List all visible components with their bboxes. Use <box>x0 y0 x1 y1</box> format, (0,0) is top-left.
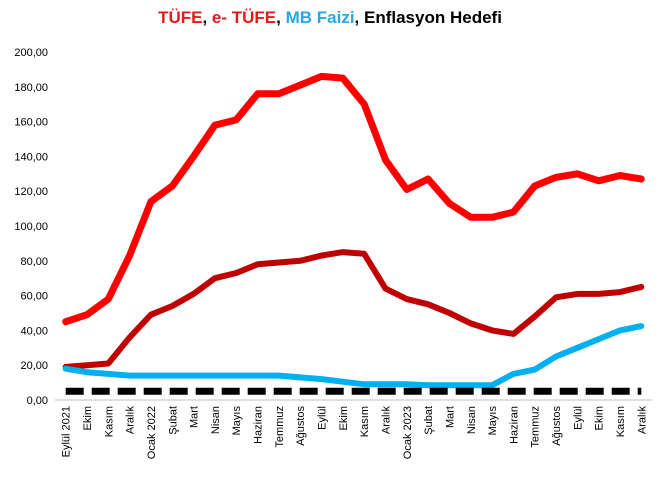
y-tick-label: 200,00 <box>14 47 48 59</box>
x-tick-label: Aralık <box>125 406 137 435</box>
title-part-5: , Enflasyon Hedefi <box>354 8 502 27</box>
x-tick-label: Haziran <box>253 406 265 444</box>
series-line-1 <box>62 249 645 370</box>
x-tick-label: Aralık <box>636 406 648 435</box>
x-tick-label: Kasım <box>103 406 115 437</box>
x-tick-label: Eylül <box>317 406 329 430</box>
x-tick-label: Eylül <box>572 406 584 430</box>
y-tick-label: 120,00 <box>14 186 48 198</box>
x-tick-label: Mayıs <box>231 406 243 436</box>
series-line-2 <box>62 323 645 389</box>
y-tick-label: 20,00 <box>20 360 48 372</box>
y-tick-label: 100,00 <box>14 221 48 233</box>
x-tick-label: Temmuz <box>530 406 542 448</box>
x-tick-label: Ekim <box>594 406 606 430</box>
x-tick-label: Aralık <box>380 406 392 435</box>
y-tick-label: 80,00 <box>20 256 48 268</box>
x-tick-label: Haziran <box>508 406 520 444</box>
title-part-1: , <box>202 8 212 27</box>
x-tick-label: Şubat <box>423 406 435 435</box>
title-part-2: e- TÜFE <box>211 8 277 27</box>
title-part-3: , <box>276 8 286 27</box>
x-tick-label: Ekim <box>338 406 350 430</box>
y-tick-label: 160,00 <box>14 117 48 129</box>
x-tick-label: Ekim <box>82 406 94 430</box>
x-tick-label: Ağustos <box>551 406 563 446</box>
x-tick-label: Mart <box>444 406 456 428</box>
y-tick-label: 180,00 <box>14 82 48 94</box>
x-tick-label: Temmuz <box>274 406 286 448</box>
x-tick-label: Eylül 2021 <box>61 406 73 457</box>
x-tick-label: Nisan <box>210 406 222 434</box>
y-tick-label: 140,00 <box>14 151 48 163</box>
x-tick-label: Mart <box>189 406 201 428</box>
y-tick-label: 0,00 <box>27 395 48 407</box>
y-tick-label: 40,00 <box>20 325 48 337</box>
title-part-0: TÜFE <box>158 8 203 27</box>
title-part-4: MB Faizi <box>285 8 355 27</box>
series-line-0 <box>62 72 645 326</box>
x-tick-label: Kasım <box>359 406 371 437</box>
x-tick-label: Ağustos <box>295 406 307 446</box>
x-tick-label: Mayıs <box>487 406 499 436</box>
y-tick-label: 60,00 <box>20 291 48 303</box>
x-tick-label: Kasım <box>615 406 627 437</box>
x-tick-label: Şubat <box>167 406 179 435</box>
x-tick-label: Nisan <box>466 406 478 434</box>
x-tick-label: Ocak 2023 <box>402 406 414 459</box>
chart-title: TÜFE, e- TÜFE, MB Faizi, Enflasyon Hedef… <box>0 8 660 28</box>
x-tick-label: Ocak 2022 <box>146 406 158 459</box>
